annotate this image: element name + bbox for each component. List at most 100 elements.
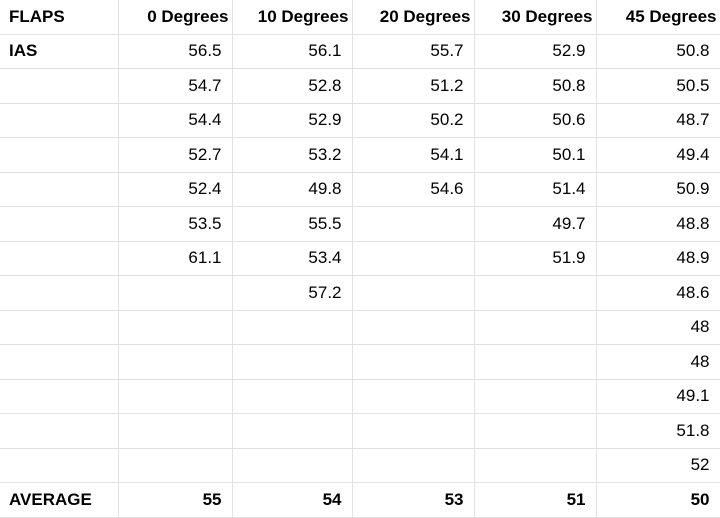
data-cell: 53.2 — [231, 137, 353, 173]
data-row: 54.7 52.8 51.2 50.8 50.5 — [0, 68, 720, 104]
data-cell: 48.6 — [595, 275, 720, 311]
header-cell: 0 Degrees — [117, 0, 233, 35]
data-cell — [473, 309, 597, 345]
data-row: 57.2 48.6 — [0, 275, 720, 311]
data-cell — [231, 378, 353, 414]
header-cell: 10 Degrees — [231, 0, 353, 35]
data-cell: 49.8 — [231, 171, 353, 207]
data-cell — [117, 413, 233, 449]
data-cell — [231, 309, 353, 345]
data-cell — [117, 309, 233, 345]
data-cell: 51.4 — [473, 171, 597, 207]
data-cell: 50.6 — [473, 102, 597, 138]
data-cell: 48 — [595, 344, 720, 380]
data-cell: 52.7 — [117, 137, 233, 173]
data-cell: 54.6 — [351, 171, 475, 207]
header-row: FLAPS 0 Degrees 10 Degrees 20 Degrees 30 Deg… — [0, 0, 720, 35]
data-row: 54.4 52.9 50.2 50.6 48.7 — [0, 102, 720, 138]
data-cell: 49.7 — [473, 206, 597, 242]
data-cell — [117, 275, 233, 311]
data-cell: 52.9 — [473, 33, 597, 69]
footer-cell: 51 — [473, 482, 597, 518]
data-cell: 48.7 — [595, 102, 720, 138]
data-row: 52.7 53.2 54.1 50.1 49.4 — [0, 137, 720, 173]
data-label — [0, 171, 119, 207]
data-cell — [473, 275, 597, 311]
data-cell: 54.7 — [117, 68, 233, 104]
data-row: 48 — [0, 309, 720, 345]
data-cell: 55.7 — [351, 33, 475, 69]
header-label: FLAPS — [0, 0, 119, 35]
data-cell: 50.5 — [595, 68, 720, 104]
data-cell: 54.4 — [117, 102, 233, 138]
data-cell — [351, 447, 475, 483]
data-label: IAS — [0, 33, 119, 69]
data-label — [0, 68, 119, 104]
data-row: 61.1 53.4 51.9 48.9 — [0, 240, 720, 276]
data-cell: 55.5 — [231, 206, 353, 242]
data-cell — [351, 206, 475, 242]
data-label — [0, 378, 119, 414]
data-cell — [231, 413, 353, 449]
data-row: IAS 56.5 56.1 55.7 52.9 50.8 — [0, 33, 720, 69]
footer-row: AVERAGE 55 54 53 51 50 — [0, 482, 720, 518]
data-cell: 50.8 — [473, 68, 597, 104]
data-cell: 57.2 — [231, 275, 353, 311]
data-cell — [473, 344, 597, 380]
header-cell: 45 Degrees — [595, 0, 720, 35]
data-cell: 49.4 — [595, 137, 720, 173]
data-row: 53.5 55.5 49.7 48.8 — [0, 206, 720, 242]
data-cell — [117, 344, 233, 380]
data-label — [0, 413, 119, 449]
data-cell: 51.9 — [473, 240, 597, 276]
data-cell — [231, 447, 353, 483]
footer-cell: 55 — [117, 482, 233, 518]
data-cell: 50.2 — [351, 102, 475, 138]
data-label — [0, 137, 119, 173]
data-cell — [351, 378, 475, 414]
data-cell — [351, 309, 475, 345]
data-label — [0, 206, 119, 242]
data-cell: 52 — [595, 447, 720, 483]
data-cell: 48 — [595, 309, 720, 345]
data-row: 51.8 — [0, 413, 720, 449]
data-label — [0, 447, 119, 483]
data-cell: 49.1 — [595, 378, 720, 414]
data-cell — [117, 447, 233, 483]
data-cell: 52.9 — [231, 102, 353, 138]
data-cell: 52.8 — [231, 68, 353, 104]
data-cell — [473, 413, 597, 449]
data-cell — [231, 344, 353, 380]
footer-cell: 54 — [231, 482, 353, 518]
data-cell — [473, 378, 597, 414]
data-cell — [351, 413, 475, 449]
data-cell: 51.8 — [595, 413, 720, 449]
data-cell — [351, 344, 475, 380]
header-cell: 20 Degrees — [351, 0, 475, 35]
footer-cell: 50 — [595, 482, 720, 518]
data-label — [0, 309, 119, 345]
data-cell: 52.4 — [117, 171, 233, 207]
data-cell: 54.1 — [351, 137, 475, 173]
data-cell: 61.1 — [117, 240, 233, 276]
data-cell: 48.9 — [595, 240, 720, 276]
data-cell: 56.5 — [117, 33, 233, 69]
data-cell — [473, 447, 597, 483]
data-label — [0, 240, 119, 276]
data-cell: 51.2 — [351, 68, 475, 104]
data-cell: 53.4 — [231, 240, 353, 276]
data-label — [0, 275, 119, 311]
data-cell: 50.8 — [595, 33, 720, 69]
data-row: 49.1 — [0, 378, 720, 414]
data-row: 48 — [0, 344, 720, 380]
data-cell: 48.8 — [595, 206, 720, 242]
data-label — [0, 344, 119, 380]
data-cell — [351, 275, 475, 311]
data-cell: 53.5 — [117, 206, 233, 242]
data-cell: 56.1 — [231, 33, 353, 69]
data-row: 52.4 49.8 54.6 51.4 50.9 — [0, 171, 720, 207]
footer-label: AVERAGE — [0, 482, 119, 518]
data-cell: 50.1 — [473, 137, 597, 173]
